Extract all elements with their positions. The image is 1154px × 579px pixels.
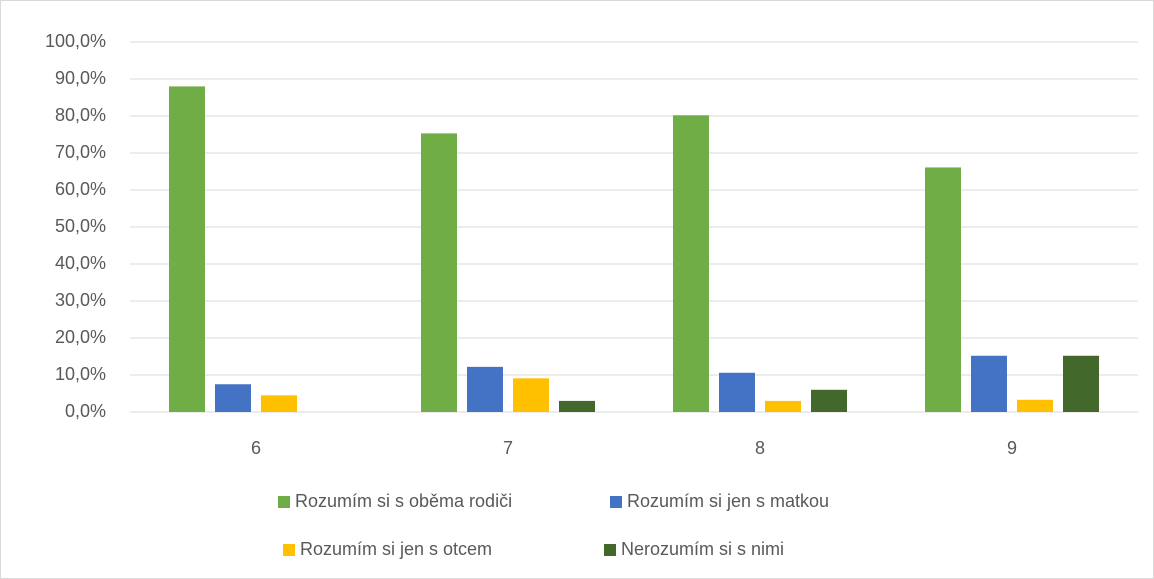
y-tick-label: 60,0% bbox=[55, 179, 106, 199]
bar bbox=[925, 167, 961, 412]
legend-label: Nerozumím si s nimi bbox=[621, 539, 784, 559]
y-tick-label: 40,0% bbox=[55, 253, 106, 273]
bar bbox=[215, 384, 251, 412]
legend-swatch bbox=[604, 544, 616, 556]
y-tick-label: 70,0% bbox=[55, 142, 106, 162]
bar bbox=[169, 86, 205, 413]
bar bbox=[673, 115, 709, 412]
bar bbox=[261, 395, 297, 412]
x-tick-label: 9 bbox=[1007, 438, 1017, 458]
bar bbox=[811, 389, 847, 412]
x-tick-label: 8 bbox=[755, 438, 765, 458]
legend-swatch bbox=[610, 496, 622, 508]
legend-label: Rozumím si jen s otcem bbox=[300, 539, 492, 559]
y-tick-label: 100,0% bbox=[45, 31, 106, 51]
bar bbox=[467, 366, 503, 412]
y-tick-label: 50,0% bbox=[55, 216, 106, 236]
legend-label: Rozumím si jen s matkou bbox=[627, 491, 829, 511]
y-tick-label: 10,0% bbox=[55, 364, 106, 384]
bar bbox=[513, 378, 549, 412]
y-tick-label: 0,0% bbox=[65, 401, 106, 421]
y-tick-label: 80,0% bbox=[55, 105, 106, 125]
bar bbox=[1017, 399, 1053, 412]
y-tick-label: 30,0% bbox=[55, 290, 106, 310]
bar bbox=[421, 133, 457, 412]
bar bbox=[719, 372, 755, 412]
bar bbox=[765, 400, 801, 412]
x-tick-label: 6 bbox=[251, 438, 261, 458]
bar bbox=[559, 400, 595, 412]
y-tick-label: 90,0% bbox=[55, 68, 106, 88]
legend-label: Rozumím si s oběma rodiči bbox=[295, 491, 512, 511]
legend-swatch bbox=[278, 496, 290, 508]
bar bbox=[1063, 355, 1099, 412]
x-tick-label: 7 bbox=[503, 438, 513, 458]
legend-swatch bbox=[283, 544, 295, 556]
bar bbox=[971, 355, 1007, 412]
y-tick-label: 20,0% bbox=[55, 327, 106, 347]
